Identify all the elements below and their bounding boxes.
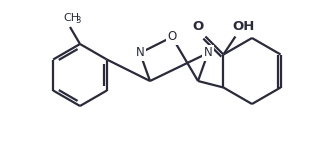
Text: O: O — [193, 21, 204, 33]
Text: N: N — [135, 46, 144, 60]
Text: 3: 3 — [75, 16, 80, 25]
Text: O: O — [167, 30, 176, 43]
Text: OH: OH — [232, 21, 255, 33]
Text: CH: CH — [63, 13, 79, 23]
Text: N: N — [204, 46, 212, 60]
